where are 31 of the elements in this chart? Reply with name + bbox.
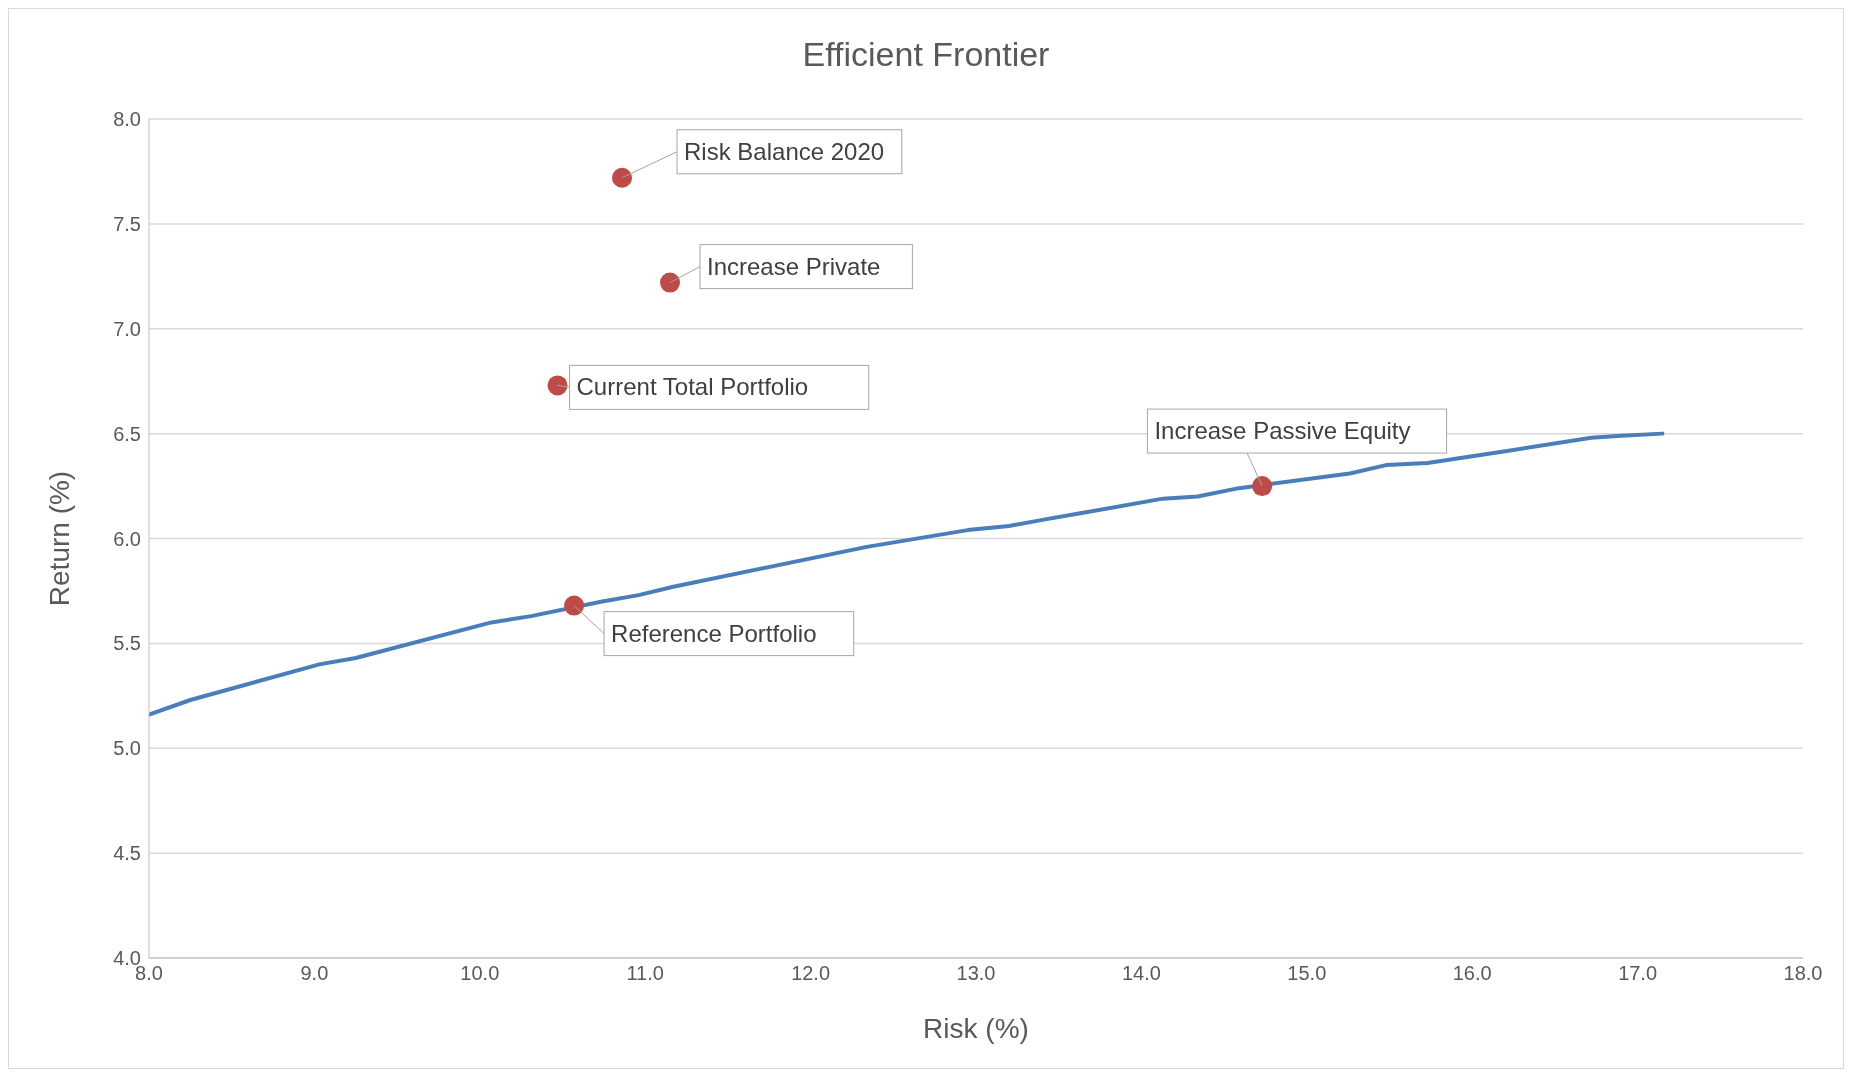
point — [547, 375, 568, 396]
x-tick-label: 14.0 — [1121, 962, 1161, 985]
data-label: Reference Portfolio — [611, 619, 817, 647]
data-label: Increase Passive Equity — [1154, 417, 1411, 445]
y-tick-label: 4.5 — [113, 842, 141, 865]
point — [612, 167, 633, 188]
y-tick-label: 5.0 — [113, 737, 141, 760]
data-label: Increase Private — [707, 252, 881, 280]
x-tick-label: 18.0 — [1783, 962, 1823, 985]
y-tick-label: 8.0 — [113, 108, 141, 131]
chart-title: Efficient Frontier — [801, 35, 1051, 74]
x-tick-label: 11.0 — [626, 962, 664, 985]
y-axis-title: Return (%) — [43, 470, 75, 607]
y-tick-label: 6.5 — [113, 422, 141, 445]
y-tick-label: 7.0 — [113, 317, 141, 340]
x-tick-label: 13.0 — [956, 962, 996, 985]
data-label: Risk Balance 2020 — [684, 137, 885, 165]
x-tick-label: 12.0 — [791, 962, 831, 985]
y-tick-label: 6.0 — [113, 527, 141, 550]
x-tick-label: 10.0 — [460, 962, 500, 985]
x-tick-label: 15.0 — [1287, 962, 1327, 985]
y-tick-label: 5.5 — [113, 632, 141, 655]
data-label: Current Total Portfolio — [576, 373, 809, 401]
x-tick-label: 16.0 — [1452, 962, 1492, 985]
point — [564, 595, 585, 616]
x-tick-label: 17.0 — [1618, 962, 1658, 985]
x-tick-label: 9.0 — [300, 962, 329, 985]
point — [660, 272, 681, 293]
x-axis-title: Risk (%) — [923, 1013, 1029, 1044]
y-tick-label: 7.5 — [113, 212, 141, 235]
point — [1252, 476, 1273, 497]
